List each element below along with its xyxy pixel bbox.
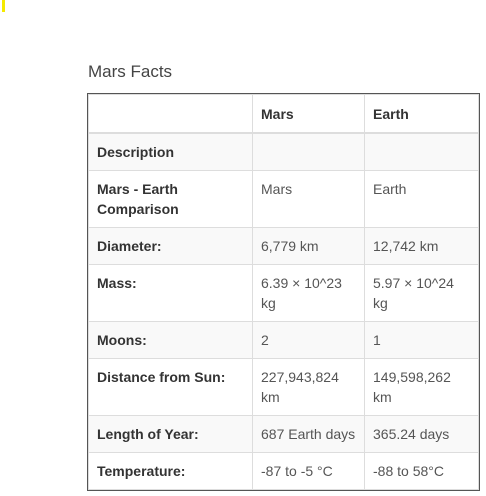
mars-value: -87 to -5 °C: [252, 452, 365, 490]
row-label: Description: [88, 132, 253, 171]
table-row: Moons: 2 1: [88, 321, 479, 359]
table-row: Temperature: -87 to -5 °C -88 to 58°C: [88, 452, 479, 490]
row-label: Mars - Earth Comparison: [88, 170, 253, 228]
earth-value: 5.97 × 10^24 kg: [364, 264, 479, 322]
header-mars: Mars: [252, 94, 365, 134]
mars-value: 6.39 × 10^23 kg: [252, 264, 365, 322]
row-label: Length of Year:: [88, 415, 253, 453]
row-label: Diameter:: [88, 227, 253, 265]
earth-value: 1: [364, 321, 479, 359]
earth-value: -88 to 58°C: [364, 452, 479, 490]
table-row: Diameter: 6,779 km 12,742 km: [88, 227, 479, 265]
mars-value: Mars: [252, 170, 365, 228]
row-label: Temperature:: [88, 452, 253, 490]
mars-value: [252, 132, 365, 171]
header-empty: [88, 94, 253, 134]
corner-marker: [2, 0, 5, 12]
table-row: Distance from Sun: 227,943,824 km 149,59…: [88, 358, 479, 416]
table-row: Description: [88, 132, 479, 171]
page-title: Mars Facts: [88, 62, 173, 81]
earth-value: [364, 132, 479, 171]
row-label: Moons:: [88, 321, 253, 359]
header-earth: Earth: [364, 94, 479, 134]
earth-value: 365.24 days: [364, 415, 479, 453]
table-row: Length of Year: 687 Earth days 365.24 da…: [88, 415, 479, 453]
mars-value: 687 Earth days: [252, 415, 365, 453]
mars-facts-table: Mars Earth Description Mars - Earth Comp…: [87, 93, 480, 491]
earth-value: 149,598,262 km: [364, 358, 479, 416]
row-label: Distance from Sun:: [88, 358, 253, 416]
row-label: Mass:: [88, 264, 253, 322]
mars-value: 2: [252, 321, 365, 359]
mars-value: 227,943,824 km: [252, 358, 365, 416]
earth-value: 12,742 km: [364, 227, 479, 265]
table-header-row: Mars Earth: [88, 94, 479, 134]
table-row: Mars - Earth Comparison Mars Earth: [88, 170, 479, 228]
earth-value: Earth: [364, 170, 479, 228]
table-row: Mass: 6.39 × 10^23 kg 5.97 × 10^24 kg: [88, 264, 479, 322]
mars-value: 6,779 km: [252, 227, 365, 265]
